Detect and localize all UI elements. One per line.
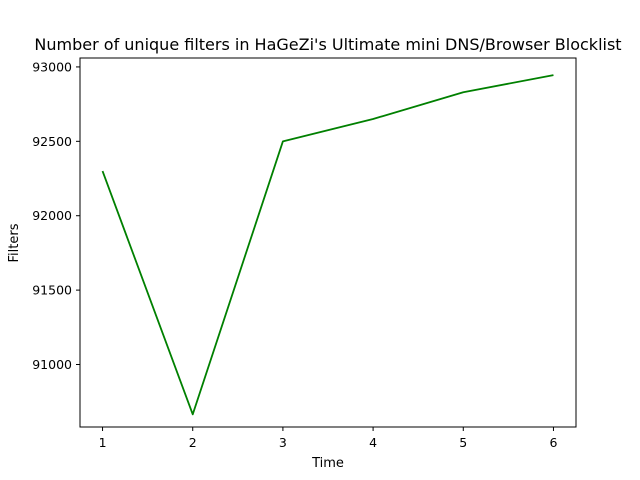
y-tick-label: 91000 — [32, 357, 72, 372]
x-tick-label: 2 — [189, 435, 197, 450]
y-tick-label: 91500 — [32, 283, 72, 298]
x-tick-label: 5 — [459, 435, 467, 450]
y-tick-label: 92500 — [32, 134, 72, 149]
x-tick-label: 4 — [369, 435, 377, 450]
plot-series — [101, 74, 554, 416]
x-tick-label: 6 — [549, 435, 557, 450]
plot-frame — [79, 57, 577, 428]
chart-title: Number of unique filters in HaGeZi's Ult… — [34, 35, 621, 54]
x-tick-label: 3 — [279, 435, 287, 450]
series-line — [101, 74, 554, 416]
y-tick-label: 93000 — [32, 59, 72, 74]
y-axis-label: Filters — [7, 223, 22, 262]
x-axis: 1 2 3 4 5 6 — [99, 427, 557, 450]
x-axis-label: Time — [311, 456, 344, 471]
y-tick-label: 92000 — [32, 208, 72, 223]
x-tick-label: 1 — [99, 435, 107, 450]
y-axis: 91000 91500 92000 92500 93000 — [32, 59, 80, 372]
